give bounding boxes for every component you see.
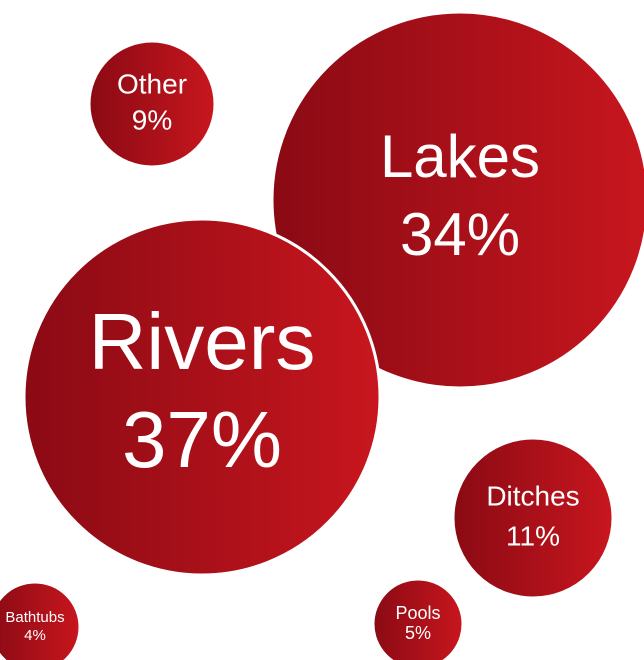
bubble-ditches: Ditches 11% — [451, 436, 615, 600]
bubble-label-ditches: Ditches — [486, 480, 579, 511]
bubble-circle-bathtubs — [0, 580, 82, 660]
bubble-rivers: Rivers 37% — [22, 217, 382, 577]
bubble-label-other: Other — [117, 68, 187, 99]
bubble-circle-rivers — [22, 217, 382, 577]
bubble-other: Other 9% — [87, 39, 217, 169]
bubble-label-rivers: Rivers — [89, 297, 316, 386]
bubble-circle-other — [87, 39, 217, 169]
bubble-value-bathtubs: 4% — [24, 627, 46, 644]
bubble-label-lakes: Lakes — [380, 123, 540, 190]
bubble-value-lakes: 34% — [400, 201, 520, 268]
bubble-circle-lakes — [270, 10, 644, 390]
bubble-lakes: Lakes 34% — [270, 10, 644, 390]
bubble-label-bathtubs: Bathtubs — [5, 609, 64, 626]
bubble-label-pools: Pools — [395, 603, 440, 623]
bubble-circle-ditches — [451, 436, 615, 600]
bubble-value-ditches: 11% — [506, 520, 560, 551]
bubble-value-rivers: 37% — [122, 395, 282, 484]
bubble-circle-pools — [371, 577, 465, 660]
bubble-value-other: 9% — [132, 104, 172, 135]
bubbles-group: Lakes 34% Rivers 37% Ditches 11% Other 9% Pools5… — [0, 10, 644, 660]
bubble-value-pools: 5% — [405, 623, 431, 643]
